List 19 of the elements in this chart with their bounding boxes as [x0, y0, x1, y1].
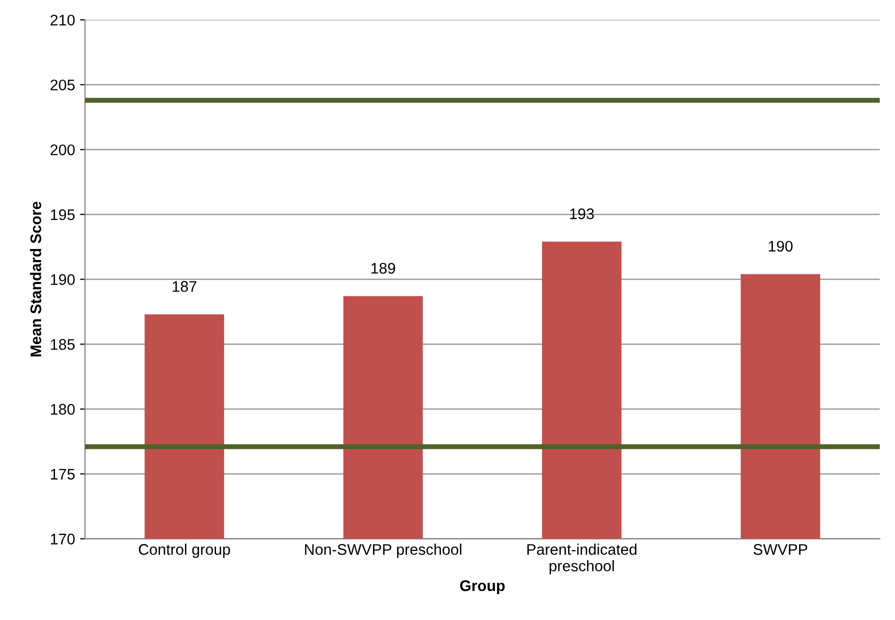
data-label: 187	[172, 281, 196, 292]
data-label: 190	[768, 240, 793, 252]
x-tick-label: SWVPP	[754, 544, 808, 555]
y-tick-label: 170	[50, 534, 75, 544]
data-label: 189	[371, 262, 396, 274]
x-tick-label: Control group	[138, 544, 230, 558]
y-tick-label: 175	[50, 468, 75, 480]
y-axis-title: Mean Standard Score	[30, 202, 42, 356]
y-tick-label: 200	[50, 144, 75, 156]
y-tick-label: 195	[50, 209, 75, 220]
data-label: 193	[570, 208, 594, 220]
y-tick-label: 210	[50, 14, 75, 26]
y-tick-label: 180	[50, 404, 75, 415]
y-tick-label: 205	[50, 80, 75, 90]
y-tick-label: 185	[50, 339, 75, 350]
x-tick-label: Non-SWVPP preschool	[305, 544, 462, 558]
x-axis-title: Group	[460, 580, 505, 594]
x-tick-label: Parent-indicated preschool	[527, 544, 636, 574]
y-tick-label: 190	[50, 274, 75, 285]
